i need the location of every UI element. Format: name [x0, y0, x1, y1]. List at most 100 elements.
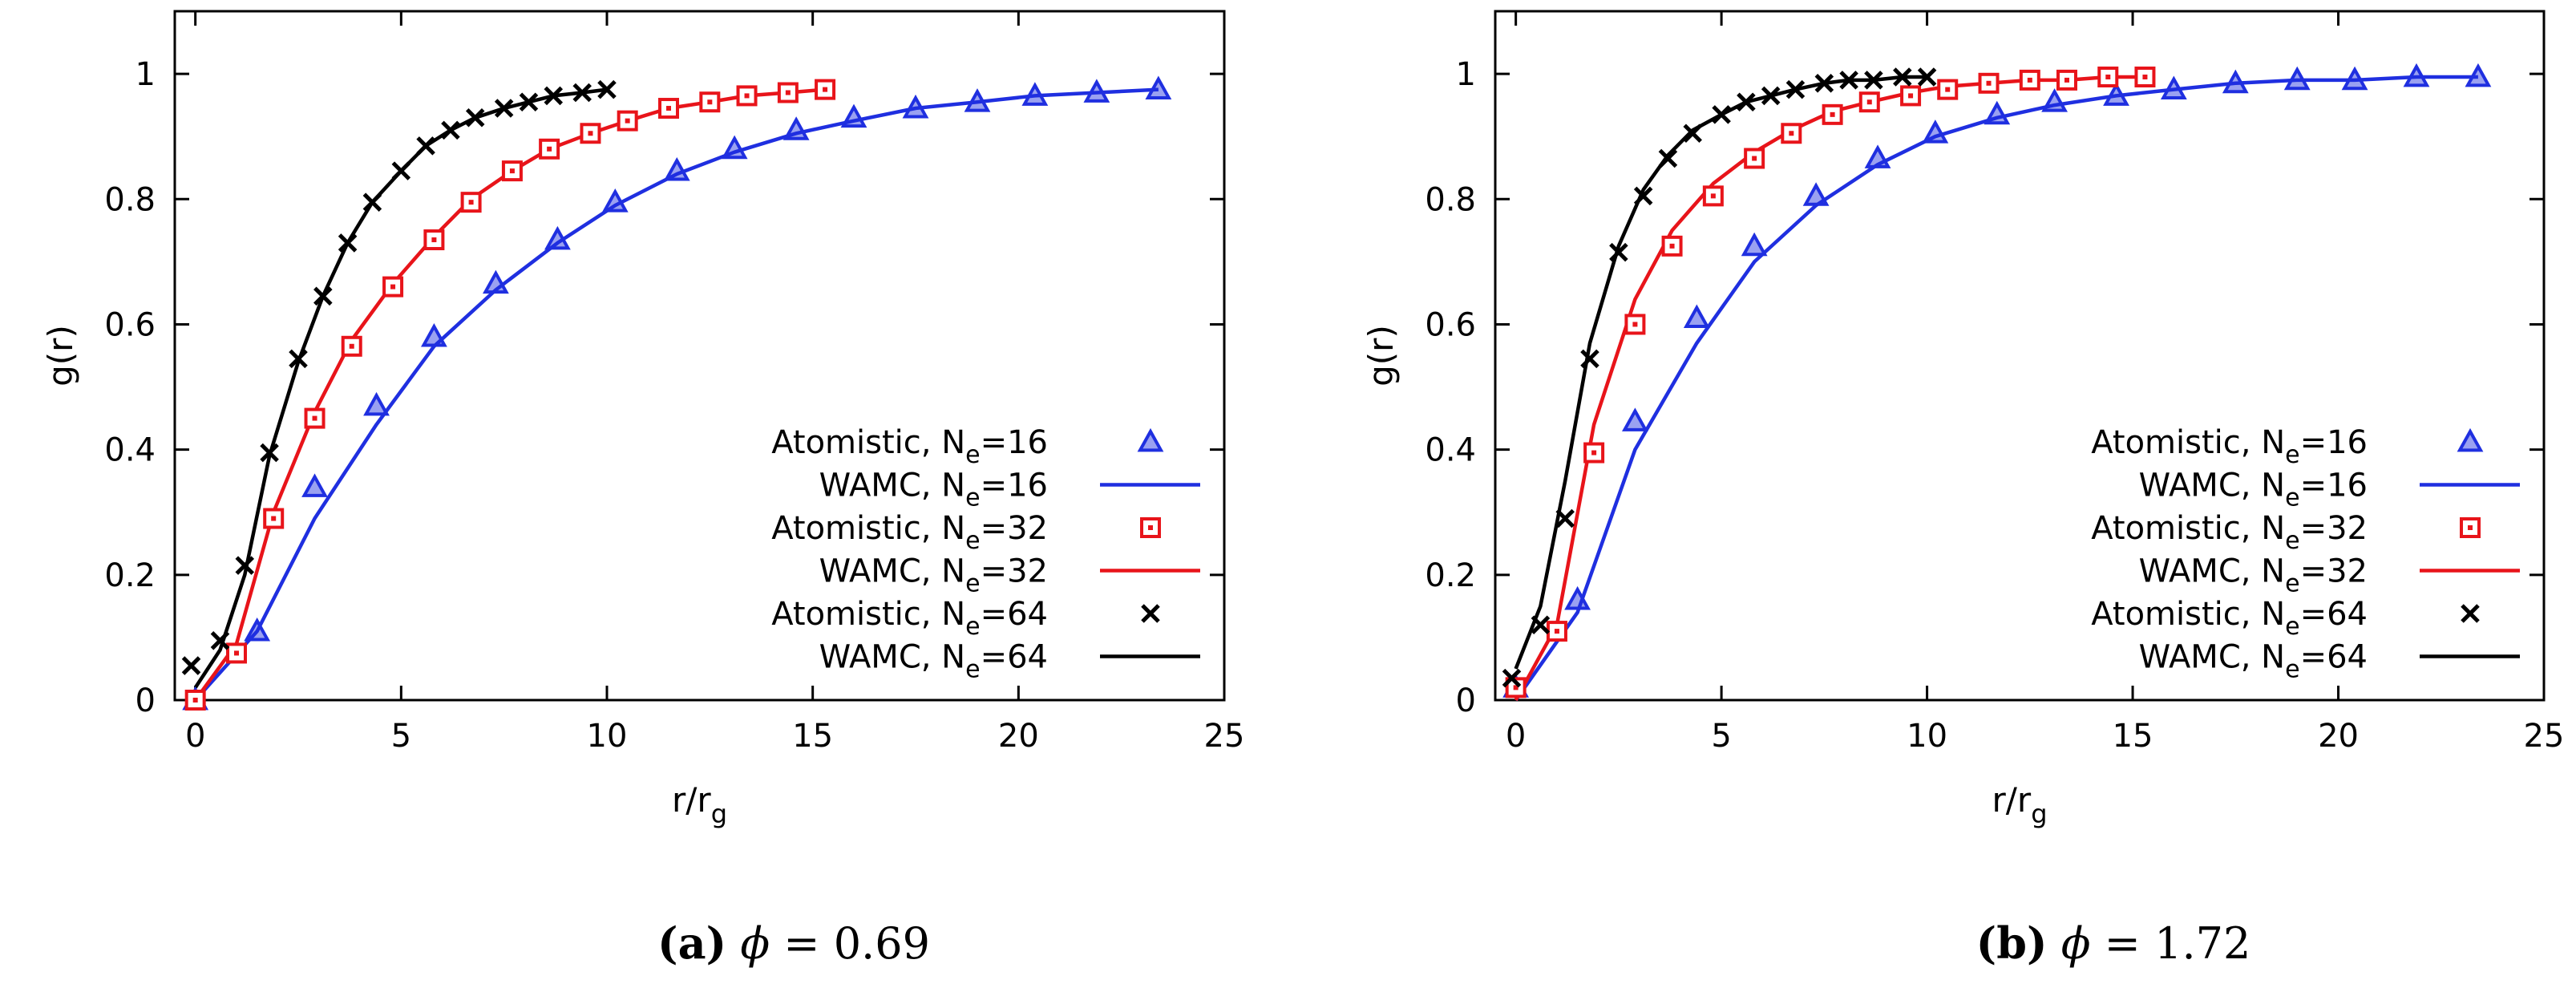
data-point [441, 120, 460, 140]
data-point [483, 269, 509, 294]
x-tick-label: 5 [1711, 718, 1731, 755]
data-point [2403, 63, 2430, 87]
data-point [2041, 88, 2068, 112]
legend-label: Atomistic, Ne=32 [771, 510, 1048, 555]
data-point [1839, 71, 1858, 90]
x-tick-label: 15 [2113, 718, 2153, 755]
y-tick-label: 0 [135, 682, 156, 719]
data-point [465, 107, 485, 128]
data-point [460, 192, 482, 213]
data-point [663, 157, 690, 181]
legend-marker-swatch [1140, 517, 1161, 538]
data-point [580, 123, 601, 144]
data-point [263, 508, 285, 529]
plot-frame [173, 10, 1226, 702]
chart-panel-b: 0 5 10 15 20 25 0 0.2 0.4 0.6 0.8 1 r/rg g(r) Atomisti… [1361, 10, 2565, 969]
y-tick-label: 0 [1456, 682, 1476, 719]
data-point [1683, 124, 1702, 144]
data-point [1583, 442, 1605, 464]
data-point [544, 225, 571, 250]
data-point [210, 631, 230, 650]
marker-square-dot [1669, 243, 1675, 249]
data-point [2341, 66, 2368, 91]
y-tick-label: 0.2 [104, 557, 156, 594]
legend-label: WAMC, Ne=32 [2139, 553, 2368, 598]
y-tick-label: 0.4 [104, 432, 156, 469]
data-point [2019, 69, 2040, 91]
legend-label: Atomistic, Ne=64 [2091, 596, 2368, 641]
data-point [1633, 186, 1653, 206]
data-point [1917, 67, 1937, 87]
series-line-wamc-16 [194, 87, 1159, 702]
data-point [721, 135, 748, 160]
data-point [617, 110, 638, 132]
data-point [382, 276, 404, 298]
panel-caption: (b) ϕ = 1.72 [1976, 917, 2251, 969]
marker-square-dot [707, 99, 713, 105]
data-point [184, 690, 206, 711]
x-tick-label: 25 [2524, 718, 2565, 755]
marker-square-dot [1908, 93, 1914, 99]
data-point [1741, 232, 1768, 257]
data-point [1505, 677, 1527, 698]
x-axis-label: r/rg [672, 780, 727, 829]
marker-square-dot [1945, 87, 1951, 92]
marker-square-dot [1554, 629, 1559, 634]
marker-square-dot [1710, 193, 1716, 199]
y-tick-label: 1 [1456, 56, 1476, 93]
marker-square-dot [390, 284, 396, 290]
data-point [2134, 66, 2156, 87]
legend-label: WAMC, Ne=32 [819, 553, 1048, 598]
data-point [226, 642, 247, 664]
chart-panel-a: 0 5 10 15 20 25 0 0.2 0.4 0.6 0.8 1 r/rg g(r) Atomisti… [41, 10, 1245, 969]
data-point [289, 349, 308, 369]
y-tick-label: 0.6 [1425, 306, 1476, 343]
data-point [1622, 407, 1648, 431]
marker-square-dot [2105, 74, 2111, 79]
data-point [391, 161, 411, 180]
data-point [1531, 615, 1551, 635]
data-point [1814, 74, 1834, 93]
y-tick-label: 0.2 [1425, 557, 1476, 594]
data-point [1683, 304, 1710, 329]
data-point [1761, 86, 1781, 106]
data-point [494, 99, 514, 118]
data-point [338, 233, 358, 253]
data-point [1984, 100, 2011, 125]
marker-square-dot [312, 415, 317, 421]
data-point [1624, 314, 1646, 335]
marker-square-dot [271, 516, 277, 521]
data-point [815, 79, 836, 100]
x-tick-label: 15 [792, 718, 833, 755]
marker-square-dot [2027, 77, 2032, 83]
data-point [1858, 91, 1880, 113]
legend-label: WAMC, Ne=64 [819, 639, 1048, 684]
y-tick-label: 0.8 [104, 181, 156, 218]
data-point [421, 322, 447, 347]
y-axis-label: g(r) [41, 325, 80, 387]
data-point [964, 88, 991, 112]
marker-square-dot [1866, 99, 1872, 105]
data-point [1712, 105, 1731, 124]
data-point [2283, 66, 2311, 91]
legend-label: Atomistic, Ne=64 [771, 596, 1048, 641]
data-point [544, 86, 564, 106]
data-point [597, 79, 617, 99]
legend-label: WAMC, Ne=16 [2139, 468, 2368, 512]
marker-square-dot [431, 237, 437, 243]
x-tick-label: 25 [1204, 718, 1245, 755]
data-point [1802, 182, 1830, 206]
data-point [601, 188, 629, 213]
legend-label: Atomistic, Ne=16 [771, 424, 1048, 469]
marker-square-dot [666, 106, 671, 111]
data-point [1864, 144, 1891, 168]
data-point [313, 286, 333, 306]
series-line-wamc-16 [1514, 75, 2478, 702]
data-point [2160, 75, 2187, 100]
data-point [699, 91, 721, 113]
marker-square-dot [823, 87, 828, 92]
series-points-32 [1505, 66, 2156, 698]
data-point [235, 556, 255, 575]
plot-frame [1494, 10, 2546, 702]
x-tick-label: 20 [2318, 718, 2359, 755]
